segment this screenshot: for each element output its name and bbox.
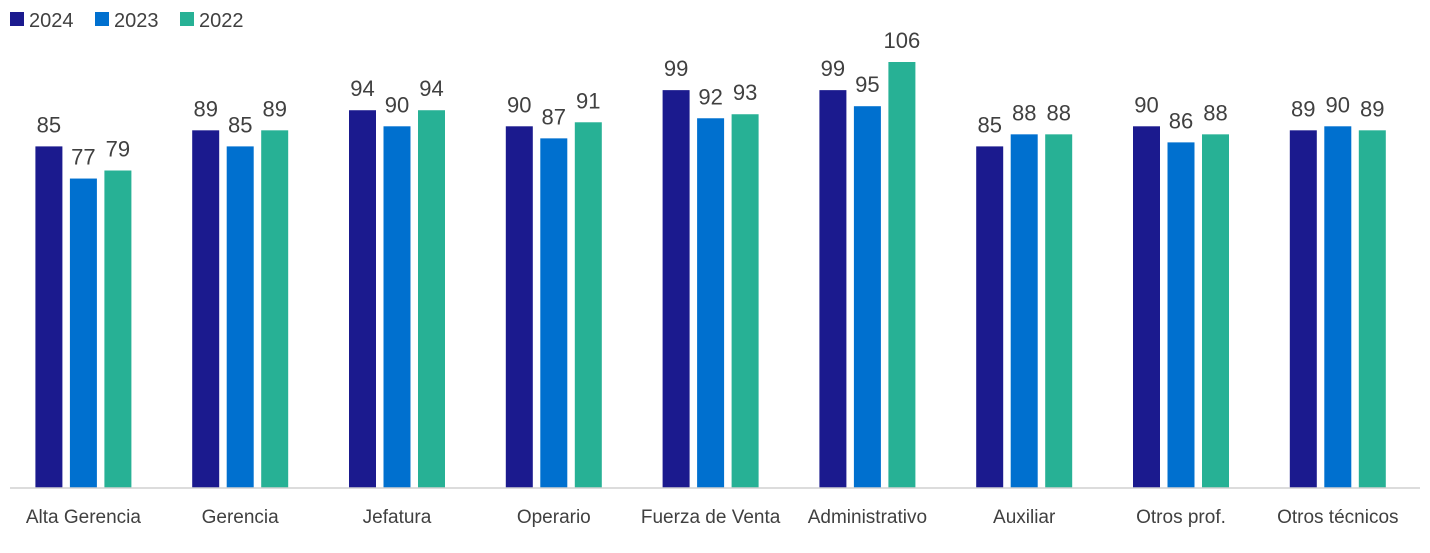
x-tick-label: Otros técnicos bbox=[1277, 507, 1399, 528]
x-tick-label: Fuerza de Venta bbox=[640, 507, 781, 528]
data-label: 99 bbox=[821, 56, 845, 81]
bar bbox=[226, 146, 254, 488]
data-label: 90 bbox=[1326, 92, 1350, 117]
data-label: 86 bbox=[1169, 108, 1193, 133]
x-tick-label: Auxiliar bbox=[993, 507, 1056, 528]
data-label: 93 bbox=[733, 80, 757, 105]
bar bbox=[383, 126, 411, 489]
data-label: 91 bbox=[576, 88, 600, 113]
bar bbox=[418, 110, 445, 489]
bar bbox=[1202, 134, 1229, 488]
bar bbox=[888, 62, 916, 488]
data-label: 95 bbox=[855, 72, 879, 97]
bar bbox=[505, 126, 533, 489]
data-label: 77 bbox=[71, 145, 95, 170]
data-label: 85 bbox=[228, 112, 252, 137]
legend-label: 2022 bbox=[199, 10, 244, 32]
bar bbox=[1324, 126, 1352, 489]
bar bbox=[819, 90, 847, 488]
bar bbox=[192, 130, 220, 489]
bar bbox=[1010, 134, 1038, 488]
data-label: 85 bbox=[977, 112, 1001, 137]
bar bbox=[1289, 130, 1317, 489]
data-label: 106 bbox=[884, 28, 921, 53]
bar bbox=[662, 90, 690, 488]
bar bbox=[1133, 126, 1160, 489]
bar bbox=[261, 130, 289, 489]
data-label: 88 bbox=[1203, 100, 1227, 125]
data-label: 89 bbox=[1291, 96, 1315, 121]
legend-swatch bbox=[180, 12, 194, 26]
bar bbox=[574, 122, 602, 488]
x-tick-label: Alta Gerencia bbox=[25, 507, 141, 528]
data-label: 94 bbox=[419, 76, 443, 101]
data-label: 79 bbox=[106, 137, 130, 162]
data-label: 88 bbox=[1012, 100, 1036, 125]
data-label: 88 bbox=[1046, 100, 1070, 125]
x-tick-label: Gerencia bbox=[201, 507, 279, 528]
x-tick-label: Jefatura bbox=[362, 507, 432, 528]
bar bbox=[697, 118, 725, 488]
bar bbox=[853, 106, 881, 488]
bar bbox=[540, 138, 568, 488]
bar bbox=[35, 146, 63, 488]
data-label: 89 bbox=[1360, 96, 1384, 121]
bar bbox=[1045, 134, 1073, 488]
x-tick-label: Administrativo bbox=[807, 507, 928, 528]
data-label: 85 bbox=[37, 112, 61, 137]
legend-swatch bbox=[10, 12, 24, 26]
bar bbox=[349, 110, 376, 489]
bar bbox=[976, 146, 1004, 488]
data-label: 99 bbox=[664, 56, 688, 81]
bar bbox=[1358, 130, 1386, 489]
data-label: 87 bbox=[542, 104, 566, 129]
data-label: 89 bbox=[193, 96, 217, 121]
data-label: 90 bbox=[385, 92, 409, 117]
data-label: 92 bbox=[698, 84, 722, 109]
bar bbox=[1167, 142, 1195, 488]
bar bbox=[104, 170, 132, 488]
legend-label: 2023 bbox=[114, 10, 159, 32]
bar bbox=[69, 178, 97, 488]
x-tick-label: Operario bbox=[516, 507, 591, 528]
data-label: 94 bbox=[350, 76, 374, 101]
bar bbox=[731, 114, 759, 488]
data-label: 90 bbox=[1134, 92, 1158, 117]
data-label: 90 bbox=[507, 92, 531, 117]
x-tick-label: Otros prof. bbox=[1136, 507, 1226, 528]
legend-label: 2024 bbox=[29, 10, 74, 32]
data-label: 89 bbox=[262, 96, 286, 121]
legend-swatch bbox=[95, 12, 109, 26]
